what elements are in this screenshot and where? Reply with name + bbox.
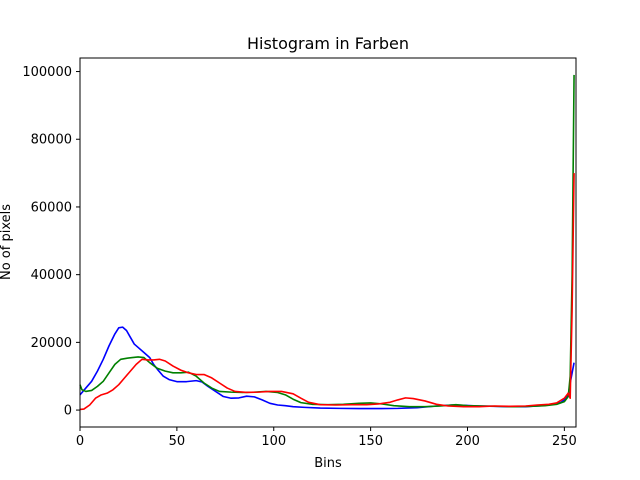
y-tick-label: 20000 — [31, 336, 72, 351]
x-axis-label: Bins — [314, 456, 342, 471]
y-tick-label: 100000 — [22, 65, 72, 80]
x-tick-label: 150 — [358, 434, 383, 449]
y-axis-ticks: 0 20000 40000 60000 80000 100000 — [22, 65, 80, 419]
series-line-2 — [79, 173, 575, 411]
y-tick-label: 60000 — [31, 200, 72, 215]
x-tick-label: 0 — [76, 434, 84, 449]
plot-area-frame — [79, 57, 577, 428]
x-axis-ticks: 0 50 100 150 200 250 — [76, 427, 577, 449]
x-tick-label: 100 — [261, 434, 286, 449]
y-tick-label: 0 — [64, 404, 72, 419]
x-tick-label: 50 — [169, 434, 186, 449]
chart-title: Histogram in Farben — [247, 34, 409, 53]
x-tick-label: 200 — [455, 434, 480, 449]
y-tick-label: 80000 — [31, 133, 72, 148]
x-tick-label: 250 — [552, 434, 577, 449]
y-tick-label: 40000 — [31, 268, 72, 283]
y-axis-label: No of pixels — [0, 204, 14, 280]
plot-lines — [79, 74, 575, 411]
